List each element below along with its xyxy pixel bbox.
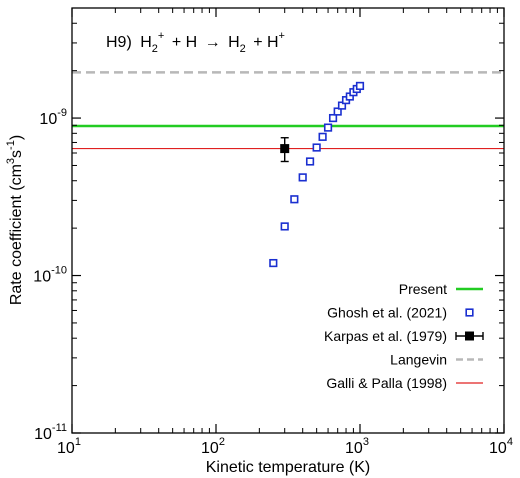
y-tick-label: 10-11 (34, 422, 67, 443)
point-ghosh-et-al-2021 (298, 173, 307, 182)
y-label-mid: s (8, 150, 25, 158)
point-ghosh-et-al-2021 (290, 195, 299, 204)
x-tick-label: 101 (57, 436, 81, 457)
point-karpas-et-al-1979 (280, 144, 290, 154)
title-plus1: + H (172, 34, 197, 51)
y-tick-label: 10-10 (33, 265, 67, 286)
legend-label-ghosh-et-al-2021: Ghosh et al. (2021) (327, 305, 447, 321)
y-label-sup1: 3 (5, 158, 17, 164)
x-tick-label: 104 (489, 436, 513, 457)
y-axis-label: Rate coefficient (cm3s-1) (5, 135, 25, 305)
x-axis-label: Kinetic temperature (K) (206, 459, 371, 476)
legend-swatch-marker-karpas-et-al-1979 (465, 331, 474, 341)
y-label-sup2: -1 (5, 140, 17, 150)
legend-label-karpas-et-al-1979: Karpas et al. (1979) (324, 328, 447, 344)
legend-label-galli-palla-1998: Galli & Palla (1998) (326, 375, 447, 391)
plot-frame (71, 7, 505, 434)
title-plus2: + H (253, 34, 278, 51)
point-ghosh-et-al-2021 (333, 107, 342, 116)
legend-swatch-ghosh-et-al-2021 (465, 308, 474, 317)
point-ghosh-et-al-2021 (305, 157, 315, 166)
legend-label-langevin: Langevin (390, 352, 447, 368)
ticks-layer: 101 102 103 104 10-11 10-10 10-9 (33, 8, 513, 457)
legend: Present Ghosh et al. (2021) Karpas et al. … (324, 281, 484, 391)
point-ghosh-et-al-2021 (318, 132, 327, 141)
title-arrow: → (205, 34, 221, 51)
y-label-end: ) (8, 135, 25, 140)
point-ghosh-et-al-2021 (280, 222, 289, 231)
series-layer (72, 71, 504, 268)
x-tick-label: 102 (201, 436, 225, 457)
y-tick-label: 10-9 (39, 107, 67, 128)
point-ghosh-et-al-2021 (323, 123, 333, 132)
chart-title: H9) H2+ + H → H2 + H+ (106, 26, 285, 56)
point-ghosh-et-al-2021 (328, 113, 338, 123)
title-reactant1-sub: 2 (152, 43, 158, 55)
title-prefix: H9) (106, 34, 132, 51)
point-ghosh-et-al-2021 (312, 143, 321, 152)
point-ghosh-et-al-2021 (355, 81, 365, 91)
x-tick-label: 103 (345, 436, 369, 457)
title-product1-sub: 2 (240, 43, 246, 55)
y-label-main: Rate coefficient (cm (8, 164, 25, 305)
title-reactant1-sup: + (158, 30, 164, 42)
legend-label-present: Present (399, 281, 447, 297)
point-ghosh-et-al-2021 (269, 258, 278, 268)
title-reactant1: H (140, 34, 152, 51)
title-product1: H (228, 34, 240, 51)
title-product2-sup: + (279, 30, 285, 42)
